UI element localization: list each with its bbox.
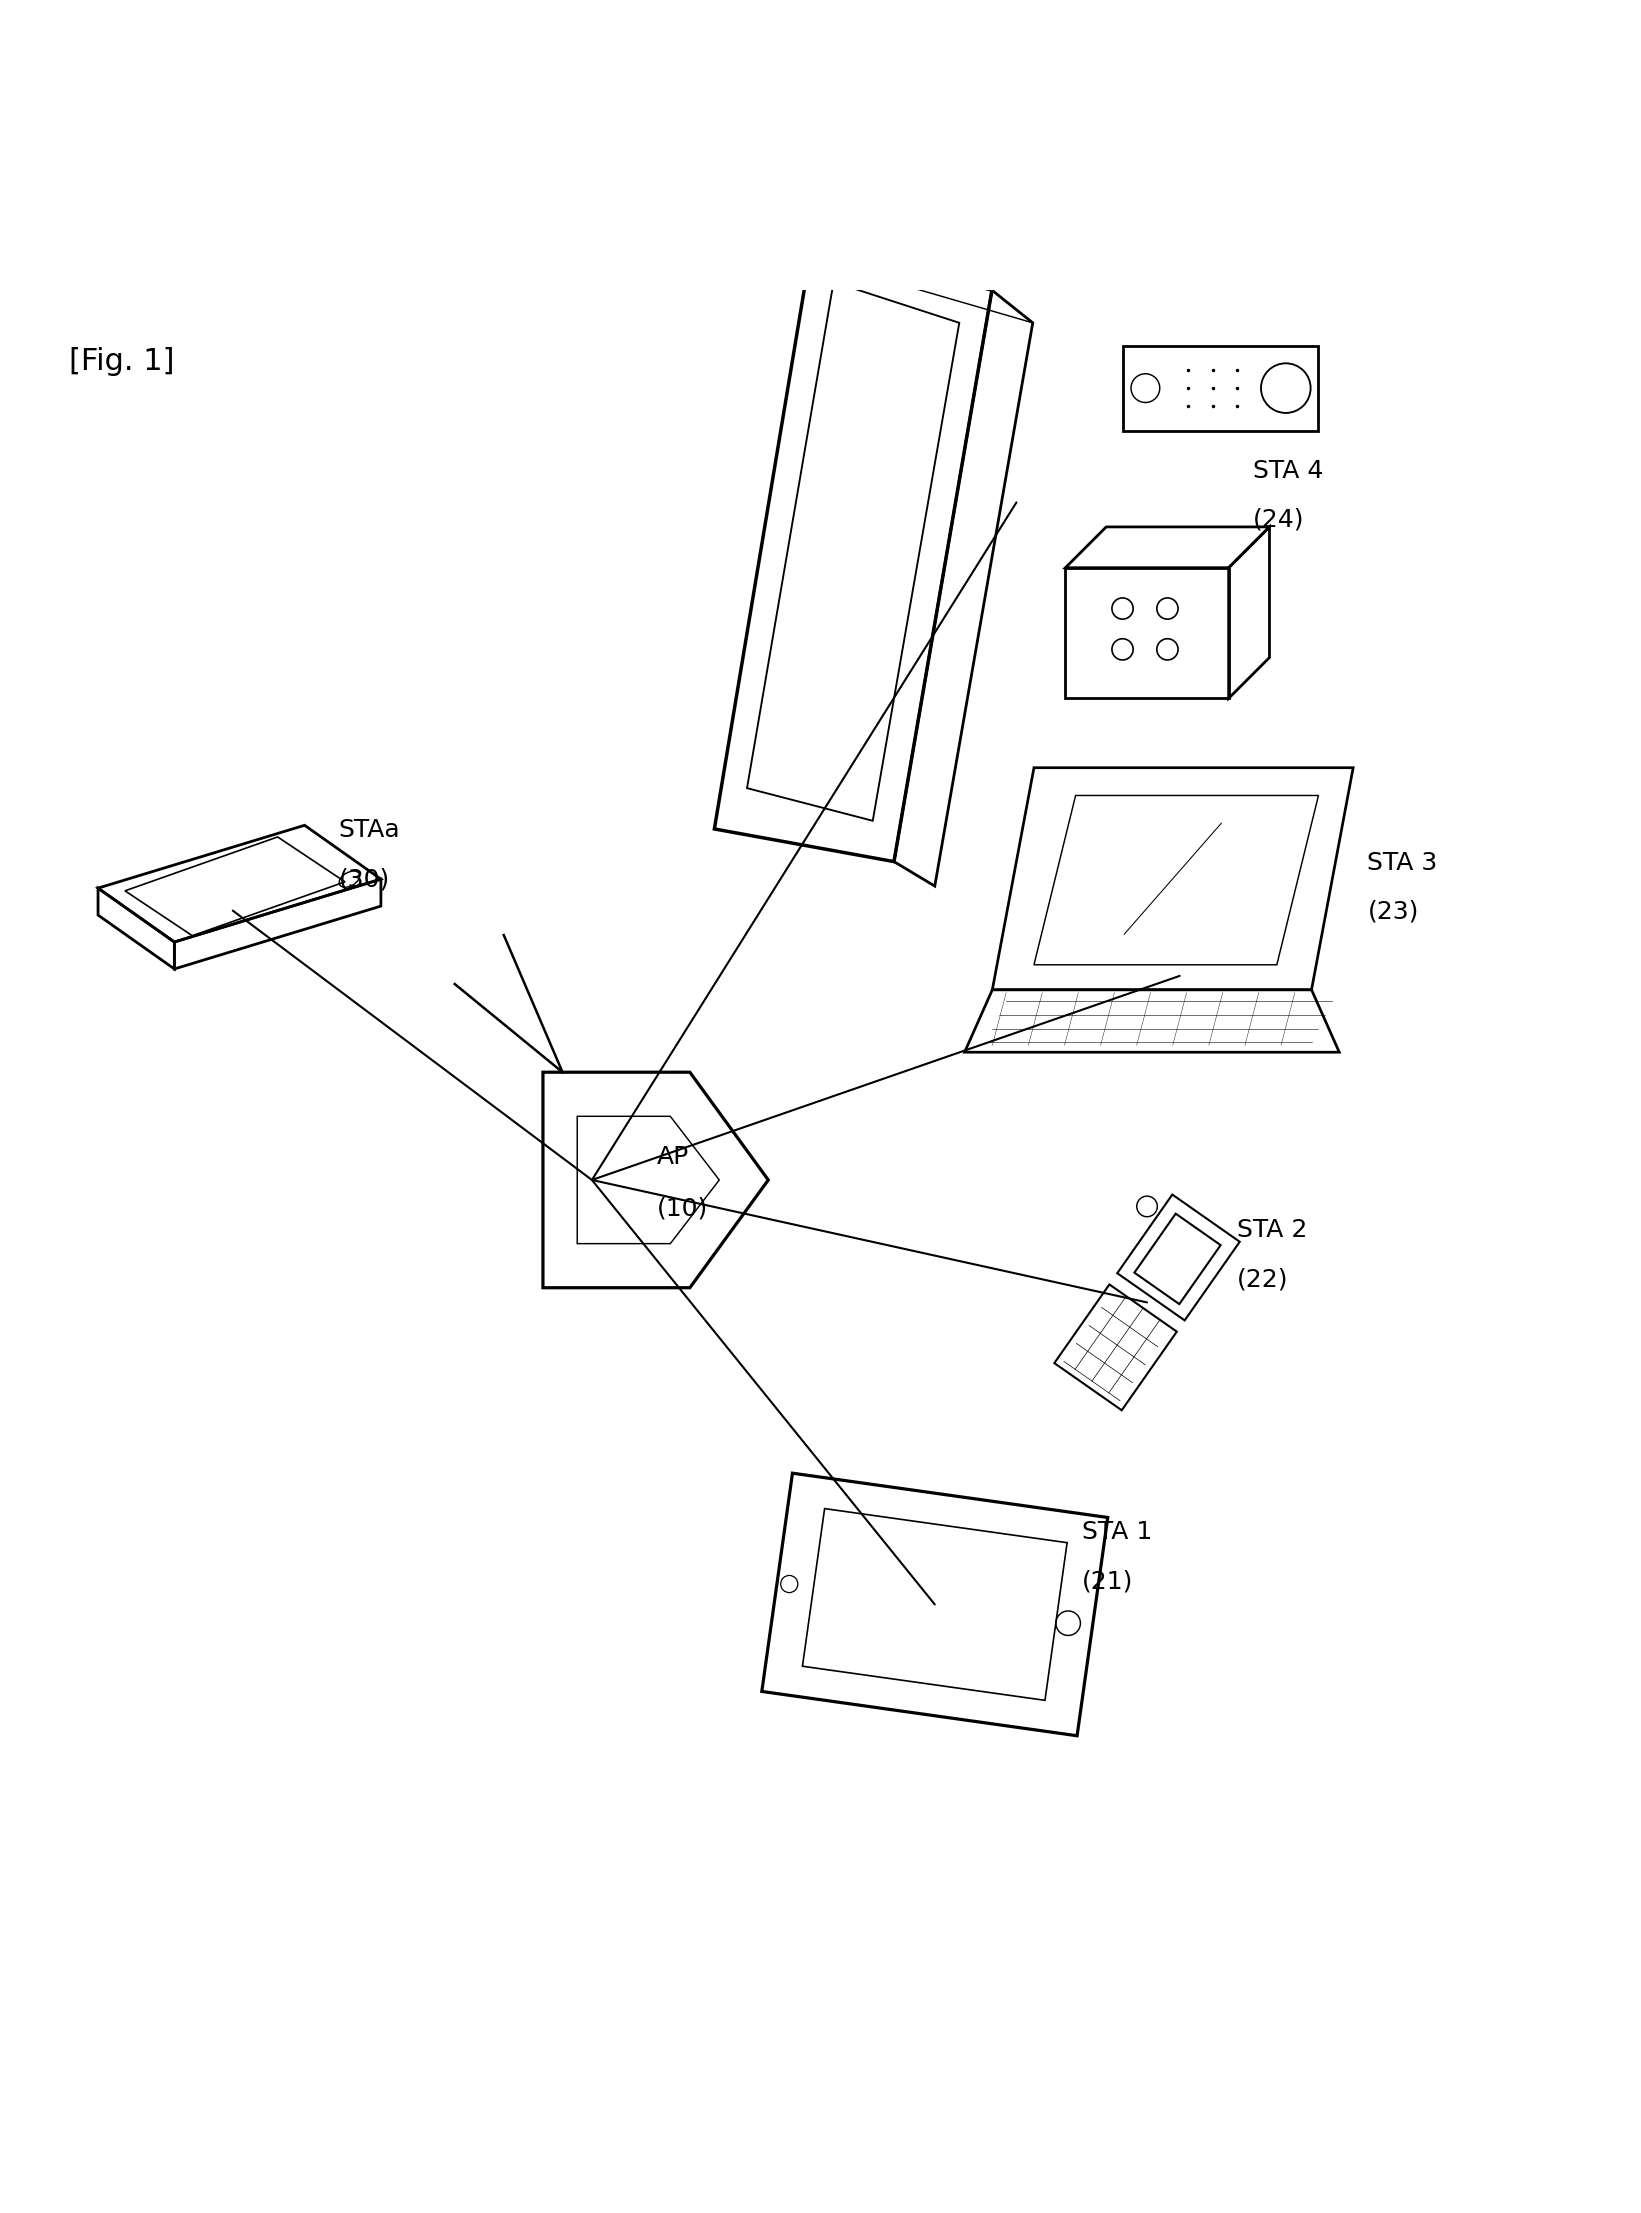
Text: (23): (23) xyxy=(1367,901,1419,923)
Text: (30): (30) xyxy=(338,867,391,892)
Text: STA 1: STA 1 xyxy=(1081,1520,1152,1545)
Text: STA 2: STA 2 xyxy=(1237,1217,1308,1241)
Text: (10): (10) xyxy=(658,1197,709,1222)
Text: (24): (24) xyxy=(1254,509,1305,531)
Text: STA 4: STA 4 xyxy=(1254,458,1324,482)
Text: AP: AP xyxy=(658,1144,689,1168)
Text: (22): (22) xyxy=(1237,1268,1288,1290)
Text: STA 3: STA 3 xyxy=(1367,850,1438,874)
Text: (21): (21) xyxy=(1081,1569,1132,1593)
Text: [Fig. 1]: [Fig. 1] xyxy=(69,347,176,376)
Text: STAa: STAa xyxy=(338,819,400,843)
